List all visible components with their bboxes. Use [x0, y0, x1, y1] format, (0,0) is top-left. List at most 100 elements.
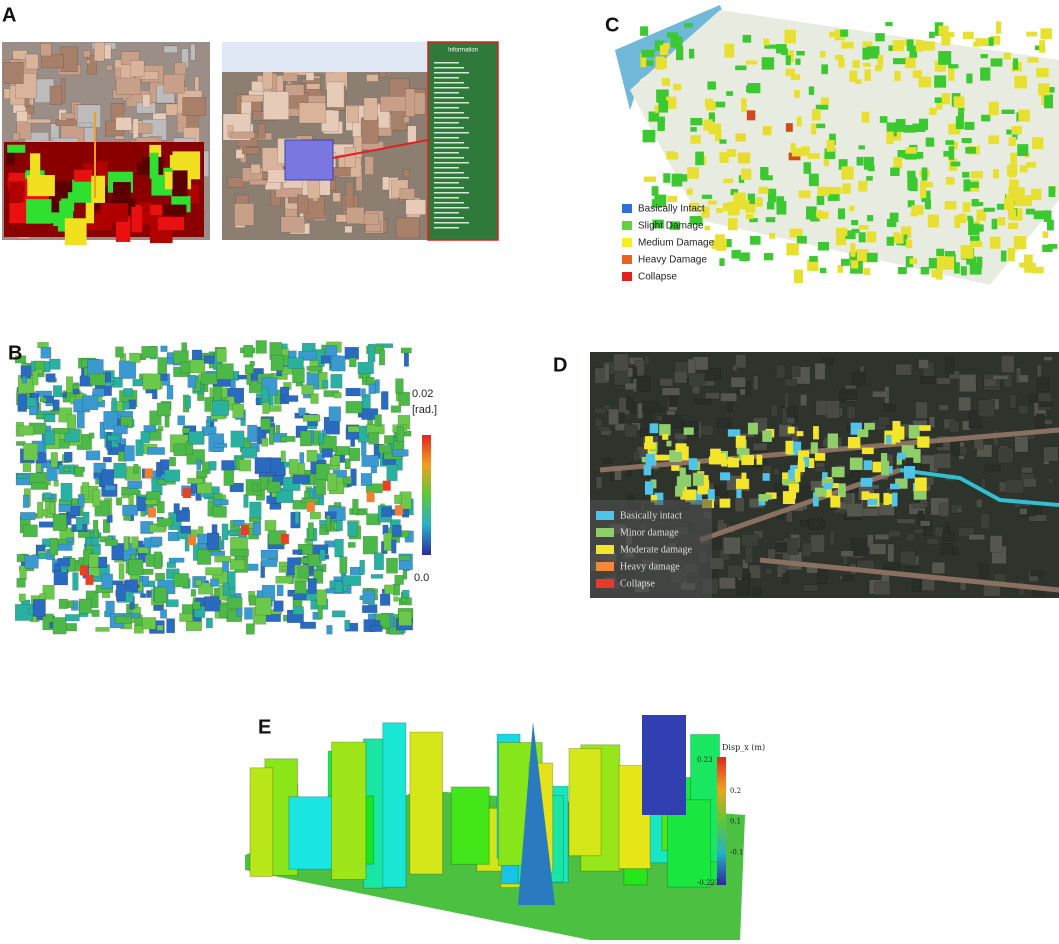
building [1032, 137, 1044, 150]
building [715, 234, 725, 243]
building [839, 388, 857, 401]
building [344, 147, 356, 169]
building [874, 534, 890, 540]
building [703, 119, 713, 131]
building [877, 59, 883, 68]
building [49, 537, 59, 556]
building [296, 194, 309, 214]
building [823, 152, 829, 167]
building [104, 484, 117, 491]
building [724, 43, 735, 58]
building [24, 555, 39, 569]
legend-label: Collapse [638, 272, 677, 283]
building [978, 563, 989, 578]
building [307, 522, 314, 540]
building [915, 401, 928, 419]
building [794, 89, 800, 98]
building [975, 38, 989, 47]
building [316, 589, 327, 606]
building [309, 511, 321, 520]
building [142, 576, 150, 586]
building [227, 176, 246, 188]
building [642, 129, 656, 143]
building [64, 614, 80, 622]
building [941, 33, 951, 46]
building [814, 362, 826, 380]
building [891, 492, 898, 507]
building [681, 474, 692, 487]
building [931, 562, 946, 574]
info-row [434, 117, 469, 119]
building [163, 74, 185, 94]
building [966, 73, 973, 84]
info-row [434, 137, 459, 139]
info-row [434, 132, 469, 134]
building [735, 354, 747, 369]
building [735, 478, 749, 490]
building [1018, 109, 1030, 122]
info-row [434, 162, 469, 164]
building [282, 395, 299, 402]
scale-max: 0.02 [412, 388, 433, 400]
building [764, 44, 777, 49]
building [251, 81, 265, 92]
building [261, 387, 269, 403]
building [149, 152, 159, 179]
building [305, 71, 315, 81]
building [101, 573, 113, 589]
building [760, 166, 769, 180]
building [115, 346, 124, 358]
building [826, 140, 835, 152]
building [307, 578, 317, 594]
building [863, 460, 873, 471]
building [918, 76, 932, 88]
building [229, 558, 246, 571]
building [962, 31, 974, 39]
legend-label: Basically intact [620, 510, 682, 521]
info-row [434, 142, 464, 144]
building [324, 511, 337, 520]
building [775, 364, 786, 379]
building [262, 171, 269, 180]
building [895, 118, 906, 132]
building [241, 94, 264, 103]
building [188, 431, 204, 445]
building [852, 371, 866, 386]
building [35, 463, 42, 473]
legend-swatch [622, 238, 632, 247]
building [362, 590, 375, 605]
building [88, 432, 95, 439]
building [169, 456, 176, 467]
building [866, 231, 877, 243]
building [394, 494, 402, 504]
building [704, 225, 711, 231]
building [293, 593, 307, 601]
building [769, 232, 776, 239]
building [65, 376, 74, 393]
info-row [434, 152, 459, 154]
building [123, 388, 133, 397]
building [710, 557, 725, 570]
building [941, 93, 950, 105]
building [1006, 164, 1018, 176]
building [58, 598, 68, 609]
building [988, 101, 999, 116]
building [373, 552, 384, 570]
building [244, 607, 253, 620]
building [39, 397, 47, 403]
building [122, 504, 139, 516]
building [995, 21, 1002, 34]
building [741, 454, 755, 465]
colorbar [422, 435, 431, 555]
building [22, 524, 38, 538]
building [245, 623, 255, 635]
building [1019, 165, 1028, 173]
building [800, 520, 809, 527]
building [55, 119, 77, 127]
building [353, 136, 363, 159]
legend-swatch [622, 272, 632, 281]
building [285, 84, 305, 97]
building [211, 400, 229, 416]
building [976, 202, 984, 207]
info-panel [427, 41, 499, 241]
